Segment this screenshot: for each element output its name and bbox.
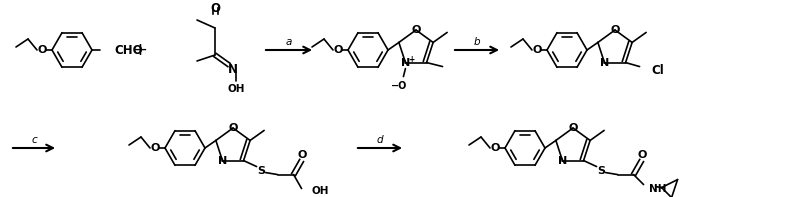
Text: OH: OH bbox=[311, 186, 329, 196]
Text: O: O bbox=[210, 2, 220, 15]
Text: S: S bbox=[598, 165, 606, 176]
Text: N: N bbox=[401, 58, 410, 68]
Text: N: N bbox=[558, 156, 567, 165]
Text: Cl: Cl bbox=[651, 64, 664, 77]
Text: NH: NH bbox=[649, 184, 666, 194]
Text: +: + bbox=[133, 41, 147, 59]
Text: O: O bbox=[490, 143, 500, 153]
Text: CHO: CHO bbox=[114, 44, 142, 57]
Text: −O: −O bbox=[391, 81, 408, 91]
Text: O: O bbox=[411, 25, 421, 35]
Text: +: + bbox=[408, 55, 414, 64]
Text: O: O bbox=[610, 25, 620, 35]
Text: S: S bbox=[258, 165, 266, 176]
Text: N: N bbox=[600, 58, 609, 68]
Text: O: O bbox=[228, 123, 238, 133]
Text: O: O bbox=[298, 150, 307, 160]
Text: O: O bbox=[532, 45, 542, 55]
Text: O: O bbox=[334, 45, 342, 55]
Text: a: a bbox=[286, 37, 292, 47]
Text: O: O bbox=[638, 150, 647, 160]
Text: N: N bbox=[228, 62, 238, 75]
Text: c: c bbox=[31, 135, 37, 145]
Text: O: O bbox=[568, 123, 578, 133]
Text: O: O bbox=[38, 45, 46, 55]
Text: N: N bbox=[218, 156, 227, 165]
Text: d: d bbox=[377, 135, 383, 145]
Text: O: O bbox=[150, 143, 160, 153]
Text: OH: OH bbox=[227, 84, 245, 94]
Text: b: b bbox=[474, 37, 480, 47]
